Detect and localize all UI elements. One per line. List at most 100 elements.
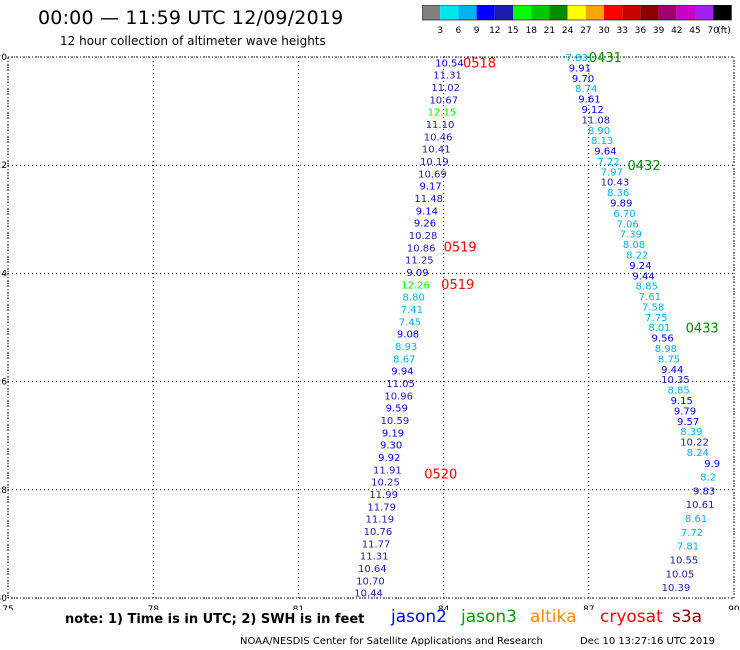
wave-height-value: 9.61	[578, 95, 600, 106]
wave-height-value: 8.08	[623, 240, 645, 251]
scale-label: 39	[653, 26, 665, 36]
wave-height-value: 10.76	[364, 527, 393, 538]
scale-swatch	[513, 5, 532, 20]
wave-height-value: 9.14	[416, 206, 438, 217]
wave-height-value: 12.15	[428, 108, 457, 119]
wave-height-value: 9.26	[414, 219, 436, 230]
scale-label: 33	[616, 26, 627, 36]
map-subtitle: 12 hour collection of altimeter wave hei…	[60, 34, 326, 48]
wave-height-value: 8.13	[591, 136, 613, 147]
wave-height-value: 11.31	[433, 71, 462, 82]
wave-height-value: 10.67	[429, 95, 458, 106]
pass-label: 0519	[441, 278, 474, 293]
wave-height-value: 9.17	[419, 182, 441, 193]
wave-height-value: 9.24	[629, 261, 651, 272]
wave-height-value: 10.59	[381, 416, 410, 427]
wave-height-value: 9.83	[693, 486, 715, 497]
lat-tick-label: -26	[0, 378, 7, 388]
scale-label: 9	[474, 26, 480, 36]
wave-height-value: 9.12	[581, 105, 603, 116]
wave-height-value: 11.19	[366, 515, 395, 526]
wave-height-value: 9.19	[382, 428, 404, 439]
wave-height-value: 8.74	[575, 84, 597, 95]
wave-height-value: 8.67	[393, 354, 415, 365]
wave-height-value: 9.64	[594, 147, 616, 158]
scale-label: 24	[562, 26, 574, 36]
scale-label: 12	[489, 26, 500, 36]
wave-height-value: 10.69	[418, 169, 447, 180]
wave-height-value: 10.54	[435, 58, 464, 69]
wave-height-value: 9.57	[677, 417, 699, 428]
wave-height-value: 10.19	[420, 157, 449, 168]
scale-swatch	[640, 5, 659, 20]
lat-tick-label: -22	[0, 161, 7, 171]
wave-height-value: 11.48	[414, 194, 443, 205]
wave-height-value: 12.26	[401, 280, 430, 291]
scale-swatch	[440, 5, 459, 20]
wave-height-value: 8.61	[685, 514, 707, 525]
scale-label: 6	[456, 26, 462, 36]
scale-swatch	[494, 5, 513, 20]
wave-height-value: 9.59	[386, 404, 408, 415]
wave-height-value: 10.35	[661, 375, 690, 386]
wave-height-value: 8.85	[667, 386, 689, 397]
lon-tick-label: 90	[728, 605, 740, 610]
wave-height-value: 9.08	[397, 330, 419, 341]
scale-label: 18	[525, 26, 537, 36]
wave-height-value: 10.61	[686, 500, 715, 511]
wave-height-value: 10.46	[424, 132, 453, 143]
wave-height-value: 11.02	[431, 83, 460, 94]
lon-tick-label: 87	[583, 605, 594, 610]
pass-label: 0432	[628, 159, 661, 174]
pass-label: 0518	[463, 56, 496, 71]
scale-swatch	[476, 5, 495, 20]
wave-height-value: 10.64	[358, 564, 387, 575]
scale-swatch	[695, 5, 714, 20]
lon-tick-label: 84	[438, 605, 450, 610]
lon-tick-label: 81	[293, 605, 304, 610]
satellite-s3a: s3a	[672, 607, 703, 627]
generated-timestamp: Dec 10 13:27:16 UTC 2019	[580, 636, 715, 647]
scale-label: 3	[437, 26, 443, 36]
scale-label: 45	[689, 26, 700, 36]
wave-height-value: 8.80	[403, 293, 425, 304]
wave-height-value: 9.44	[632, 271, 654, 282]
pass-label: 0431	[589, 51, 622, 66]
wave-height-value: 10.22	[680, 438, 709, 449]
map-frame	[7, 56, 735, 599]
scale-swatch	[567, 5, 586, 20]
scale-swatch	[458, 5, 477, 20]
scale-label: 70	[707, 26, 719, 36]
wave-height-value: 8.36	[607, 188, 629, 199]
wave-height-value: 10.05	[666, 569, 695, 580]
wave-height-value: 8.93	[395, 342, 417, 353]
wave-height-value: 11.31	[360, 552, 389, 563]
scale-label: 15	[507, 26, 518, 36]
lat-tick-label: -30	[0, 594, 7, 604]
satellite-cryosat: cryosat	[600, 607, 663, 627]
wave-height-value: 7.41	[401, 305, 423, 316]
wave-height-value: 8.75	[658, 354, 680, 365]
wave-height-value: 8.2	[700, 473, 716, 484]
wave-height-value: 8.22	[626, 250, 648, 261]
lat-tick-label: -20	[0, 53, 7, 63]
wave-height-value: 9.56	[652, 334, 674, 345]
wave-height-value: 10.41	[422, 145, 451, 156]
wave-height-map: 75 78 81 84 87 90 -20 -22 -24 -26 -28 -30 10.54 11.31…	[0, 51, 740, 610]
wave-height-value: 10.86	[407, 243, 436, 254]
scale-swatch	[658, 5, 677, 20]
color-scale-legend: 3 6 9 12 15 18 21 24 27 30 33 36 39 42 45 70(ft)	[422, 5, 732, 36]
scale-label: 36	[635, 26, 647, 36]
wave-height-value: 9.9	[704, 459, 720, 470]
wave-height-value: 11.08	[581, 115, 610, 126]
wave-height-value: 7.72	[681, 528, 703, 539]
wave-height-value: 7.39	[620, 230, 642, 241]
scale-swatch	[676, 5, 695, 20]
wave-height-value: 9.70	[572, 74, 594, 85]
wave-height-value: 8.98	[655, 344, 677, 355]
wave-height-value: 10.25	[371, 478, 400, 489]
wave-height-value: 10.55	[670, 556, 699, 567]
pass-label: 0520	[424, 468, 457, 483]
wave-height-value: 7.58	[642, 302, 664, 313]
wave-height-value: 8.39	[680, 427, 702, 438]
